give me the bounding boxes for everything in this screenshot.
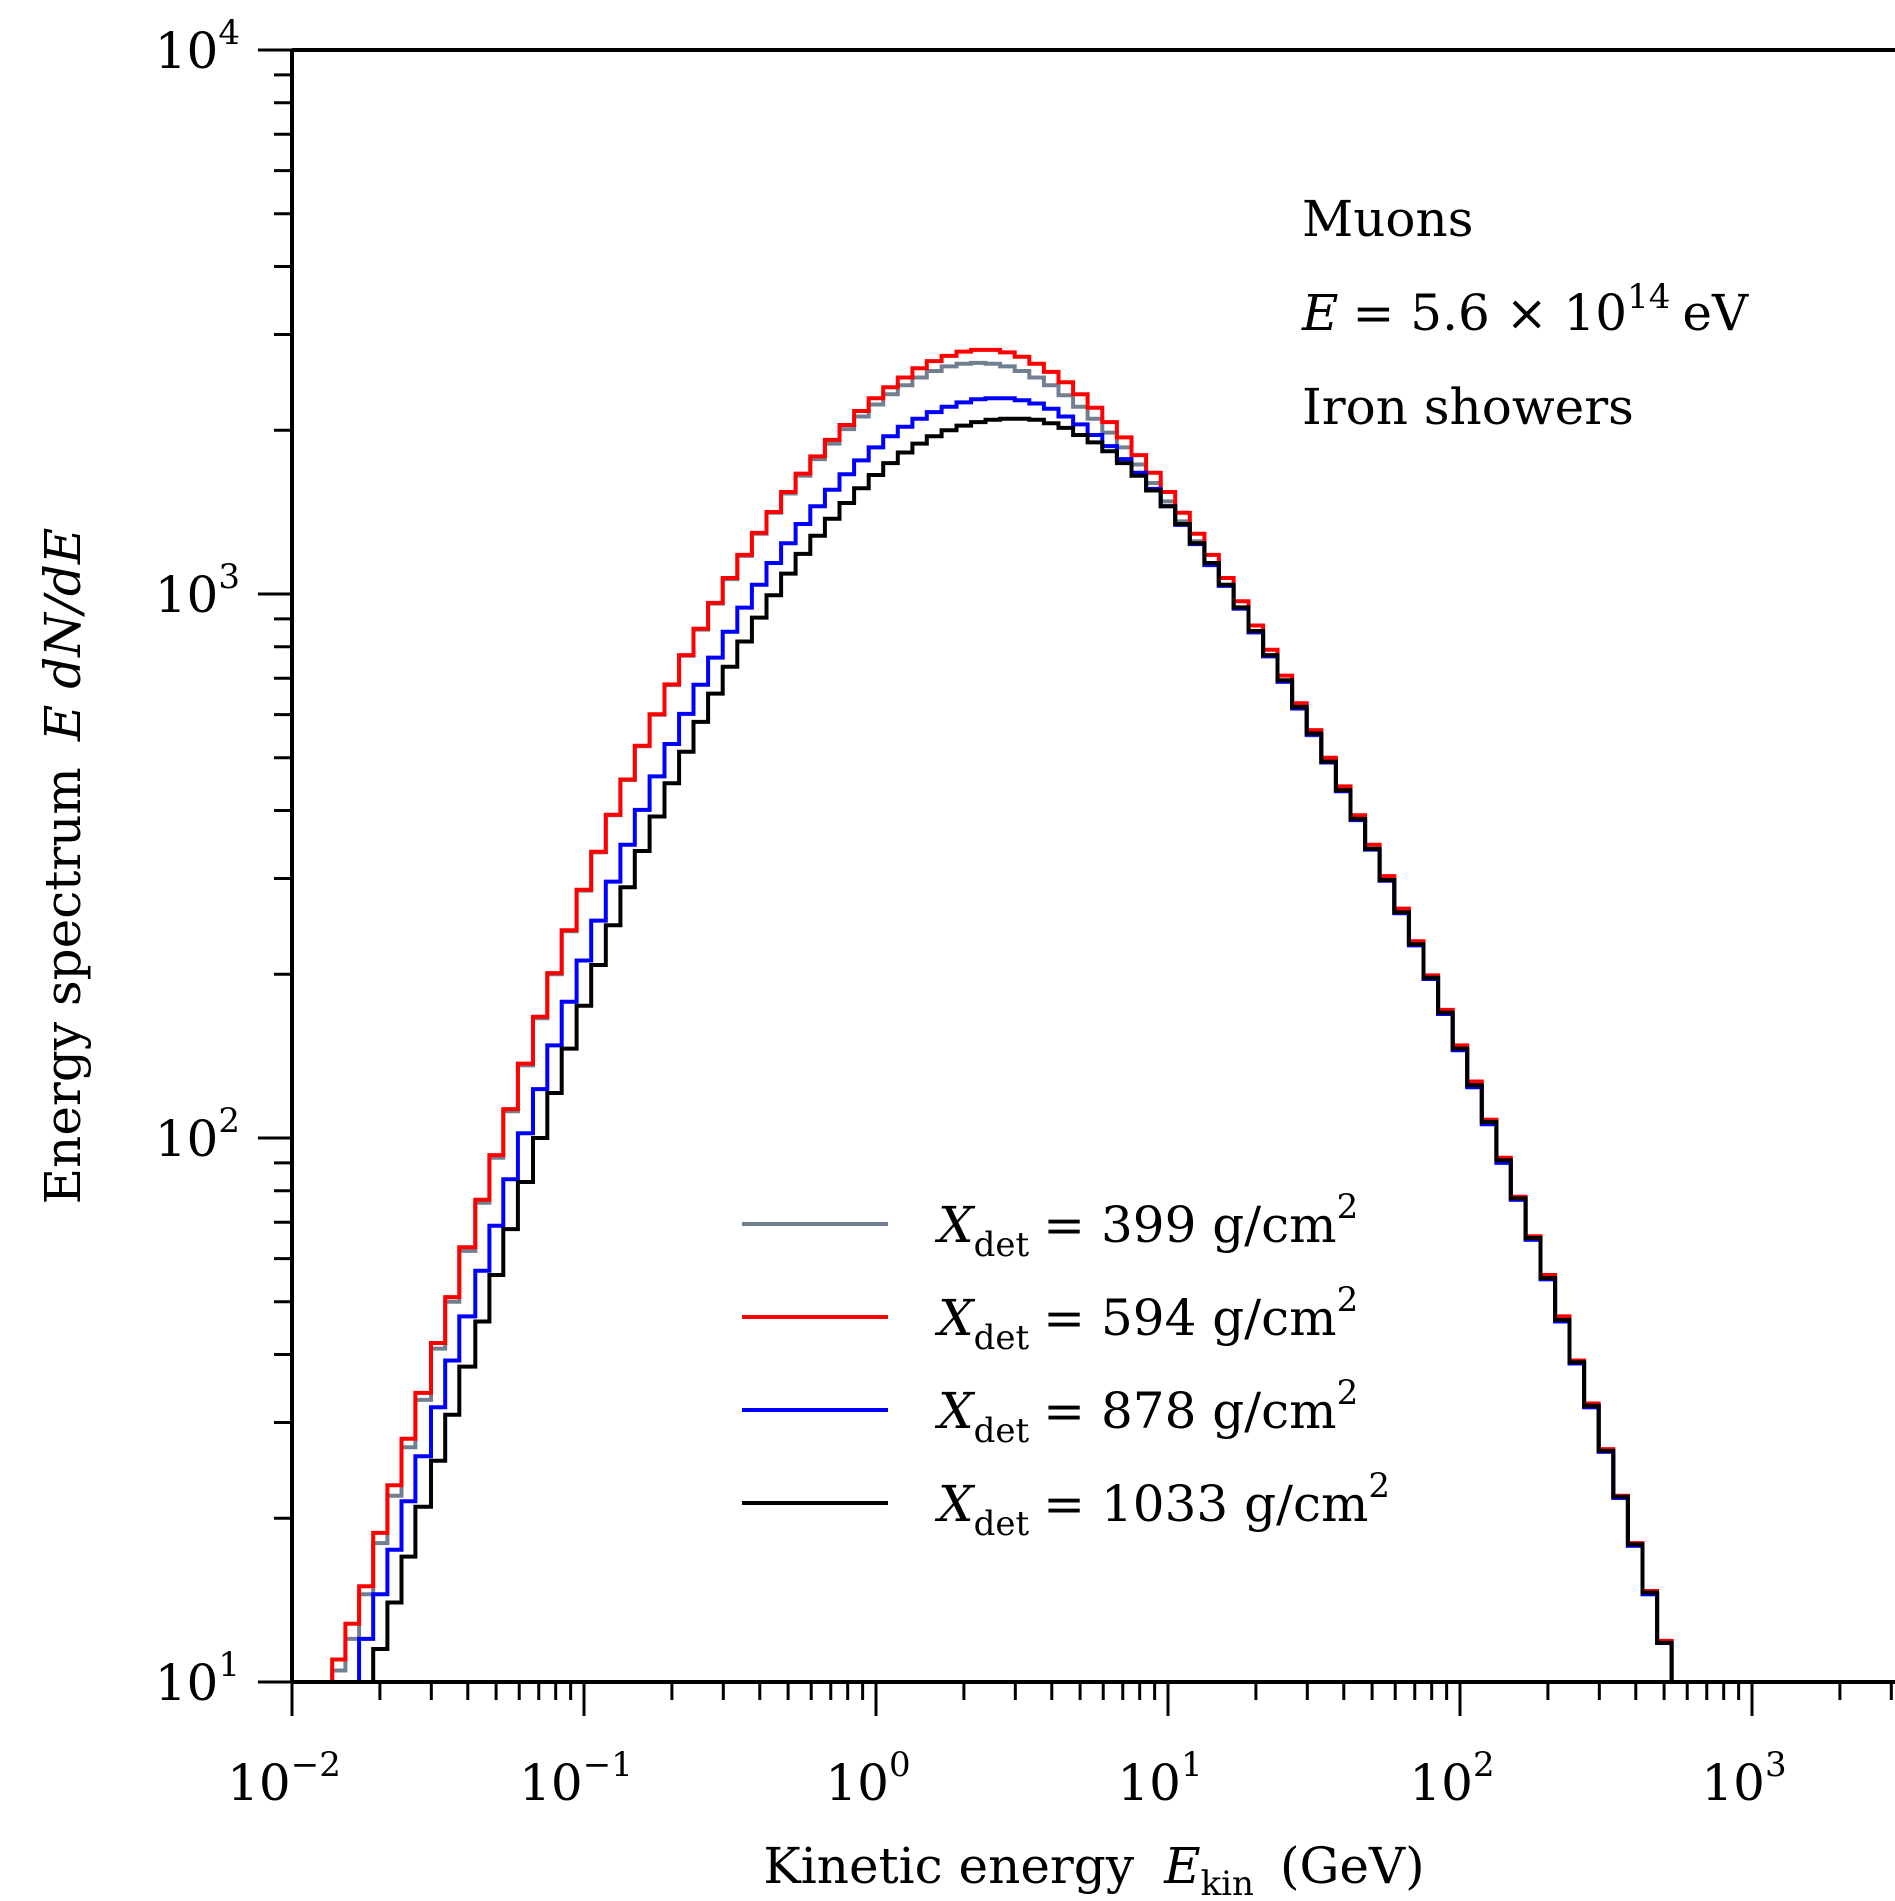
x-tick-label: 10−1: [519, 1745, 633, 1812]
series-line-878: [357, 396, 1674, 1682]
annotation-line-3: Iron showers: [1302, 378, 1634, 436]
legend-label-399: Xdet = 399 g/cm2: [934, 1187, 1358, 1265]
x-tick-label: 103: [1701, 1745, 1786, 1812]
x-tick-label: 101: [1117, 1745, 1202, 1812]
series-line-594: [330, 347, 1674, 1682]
x-tick-label: 10−2: [227, 1745, 341, 1812]
legend-label-594: Xdet = 594 g/cm2: [934, 1280, 1358, 1358]
y-tick-label: 102: [155, 1101, 240, 1168]
annotation-line-2: E = 5.6 × 1014 eV: [1301, 277, 1749, 342]
y-axis-title: Energy spectrum E dN/dE: [34, 528, 92, 1205]
legend: Xdet = 399 g/cm2 Xdet = 594 g/cm2 Xdet = 878 …: [742, 1187, 1390, 1544]
x-tick-label: 100: [825, 1745, 910, 1812]
y-axis-math: E dN/dE: [34, 528, 92, 743]
x-axis-unit: (GeV): [1280, 1837, 1425, 1895]
x-axis-label-text: Kinetic energy: [763, 1837, 1134, 1895]
legend-label-878: Xdet = 878 g/cm2: [934, 1373, 1358, 1451]
series-line-399: [330, 360, 1674, 1682]
annotation-line-1: Muons: [1302, 190, 1473, 248]
annotation-energy-eq: = 5.6 × 10: [1353, 284, 1628, 342]
annotation-energy-symbol: E: [1301, 284, 1339, 342]
y-tick-label: 103: [155, 557, 240, 624]
y-tick-label: 101: [155, 1645, 240, 1712]
x-tick-label: 102: [1409, 1745, 1494, 1812]
legend-label-1033: Xdet = 1033 g/cm2: [934, 1466, 1390, 1544]
x-axis-title: Kinetic energy Ekin (GeV): [763, 1837, 1424, 1901]
annotation-energy-unit: eV: [1682, 284, 1749, 342]
axes: [290, 48, 1895, 1684]
x-axis-subscript: kin: [1201, 1864, 1254, 1901]
annotation-box: Muons E = 5.6 × 1014 eV Iron showers: [1301, 190, 1749, 436]
series-line-1033: [371, 416, 1674, 1682]
y-axis-label-text: Energy spectrum: [34, 767, 92, 1204]
annotation-energy-exp: 14: [1627, 277, 1670, 317]
tick-labels: 10−2 10−1 100 101 102 103 101 102 103 104: [155, 13, 1787, 1812]
y-tick-label: 104: [155, 13, 240, 80]
ticks: [258, 48, 1893, 1716]
x-axis-symbol: E: [1163, 1837, 1201, 1895]
series-layer: [330, 347, 1674, 1682]
